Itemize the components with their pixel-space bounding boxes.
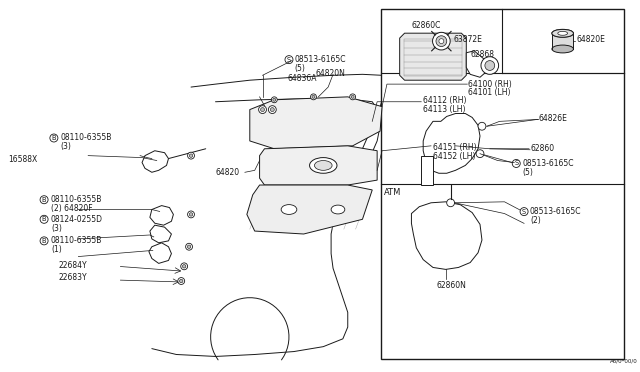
Text: B: B: [42, 238, 46, 244]
Text: 64820: 64820: [216, 168, 239, 177]
Circle shape: [481, 57, 499, 74]
Ellipse shape: [552, 29, 573, 37]
Text: 62868: 62868: [470, 50, 494, 59]
Circle shape: [478, 122, 486, 130]
Circle shape: [270, 108, 275, 112]
Text: B: B: [42, 197, 46, 203]
Circle shape: [447, 199, 454, 207]
Circle shape: [180, 263, 188, 270]
Text: (5): (5): [522, 168, 533, 177]
Text: (5): (5): [295, 64, 306, 73]
Text: 63872E: 63872E: [453, 35, 482, 44]
Polygon shape: [412, 202, 482, 269]
Circle shape: [179, 279, 183, 283]
Text: ATM: ATM: [384, 187, 401, 196]
Text: 08124-0255D: 08124-0255D: [51, 215, 103, 224]
Text: 22684Y: 22684Y: [59, 261, 88, 270]
Ellipse shape: [552, 29, 573, 37]
Text: 08110-6355B: 08110-6355B: [51, 195, 102, 204]
Circle shape: [259, 106, 266, 113]
Text: A6/0*00/0: A6/0*00/0: [611, 359, 638, 364]
Text: 64100 (RH): 64100 (RH): [468, 80, 512, 89]
Text: 64151 (RH): 64151 (RH): [433, 143, 477, 152]
Text: (2) 64820F: (2) 64820F: [51, 204, 93, 213]
Text: (1): (1): [51, 245, 61, 254]
Ellipse shape: [558, 31, 568, 35]
Circle shape: [476, 150, 484, 158]
Text: 16588X: 16588X: [8, 155, 37, 164]
Polygon shape: [250, 97, 382, 149]
Text: 08513-6165C: 08513-6165C: [522, 159, 573, 168]
Circle shape: [189, 154, 193, 157]
Text: (3): (3): [51, 224, 62, 232]
Text: 64112 (RH): 64112 (RH): [423, 96, 467, 105]
Bar: [381, 9, 624, 359]
Ellipse shape: [281, 205, 297, 214]
Circle shape: [188, 211, 195, 218]
Circle shape: [188, 152, 195, 159]
Text: (3): (3): [61, 142, 72, 151]
Polygon shape: [247, 185, 372, 234]
Text: 62860: 62860: [531, 144, 555, 153]
Text: 62860C: 62860C: [412, 21, 441, 30]
Text: B: B: [42, 216, 46, 222]
Circle shape: [436, 36, 447, 46]
Text: 64101 (LH): 64101 (LH): [468, 89, 511, 97]
Circle shape: [260, 108, 264, 112]
Bar: [552, 33, 573, 49]
Circle shape: [310, 94, 316, 100]
Text: (2): (2): [530, 216, 541, 225]
Polygon shape: [149, 243, 172, 263]
Polygon shape: [423, 113, 480, 173]
Text: 64152 (LH): 64152 (LH): [433, 152, 476, 161]
Circle shape: [186, 243, 193, 250]
Circle shape: [351, 95, 354, 98]
Text: 08513-6165C: 08513-6165C: [295, 55, 346, 64]
Text: 64820E: 64820E: [577, 35, 605, 44]
Circle shape: [273, 98, 276, 101]
Circle shape: [312, 95, 315, 98]
Text: 08110-6355B: 08110-6355B: [61, 134, 112, 142]
Text: 64826E: 64826E: [539, 114, 568, 123]
Text: 08110-6355B: 08110-6355B: [51, 236, 102, 246]
Polygon shape: [421, 155, 433, 185]
Ellipse shape: [331, 205, 345, 214]
Circle shape: [178, 278, 185, 285]
Ellipse shape: [314, 161, 332, 170]
Circle shape: [268, 106, 276, 113]
Text: 64820N: 64820N: [316, 69, 346, 78]
Text: S: S: [287, 57, 291, 62]
Circle shape: [189, 213, 193, 216]
Ellipse shape: [552, 45, 573, 53]
Circle shape: [349, 94, 356, 100]
Polygon shape: [150, 225, 172, 243]
Circle shape: [485, 61, 495, 70]
Text: S: S: [522, 209, 526, 215]
Circle shape: [188, 245, 191, 248]
Circle shape: [433, 32, 450, 50]
Circle shape: [439, 39, 444, 44]
Ellipse shape: [310, 158, 337, 173]
Text: 64113 (LH): 64113 (LH): [423, 105, 466, 114]
Text: 08513-6165C: 08513-6165C: [530, 207, 582, 216]
Text: 62860N: 62860N: [437, 280, 467, 289]
Text: B: B: [52, 135, 56, 141]
Circle shape: [271, 97, 277, 103]
Text: 22683Y: 22683Y: [59, 273, 88, 282]
Polygon shape: [467, 51, 488, 77]
Polygon shape: [150, 206, 173, 225]
Polygon shape: [142, 151, 168, 172]
Polygon shape: [399, 33, 467, 80]
Circle shape: [182, 264, 186, 268]
Text: 64836A: 64836A: [287, 74, 317, 83]
Text: S: S: [514, 160, 518, 166]
Polygon shape: [260, 146, 377, 185]
